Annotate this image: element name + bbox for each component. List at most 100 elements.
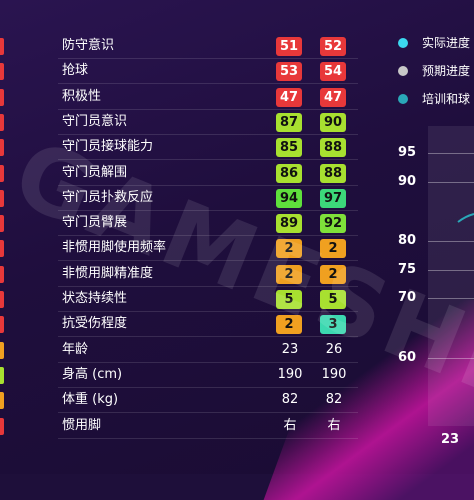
attribute-label: 状态持续性 [62, 291, 128, 306]
row-edge-indicator [0, 341, 4, 359]
potential-value-badge: 2 [320, 264, 346, 284]
gridline [428, 153, 474, 154]
potential-value-badge: 47 [320, 87, 346, 107]
potential-value-badge: 5 [320, 290, 346, 309]
attribute-row[interactable]: 守门员解围 86 88 [0, 161, 360, 185]
y-tick-label: 95 [398, 145, 417, 160]
current-value-badge: 85 [276, 138, 302, 158]
current-value-badge: 2 [276, 264, 302, 284]
y-tick-label: 80 [398, 233, 417, 248]
row-separator [58, 285, 358, 287]
row-edge-indicator [0, 291, 4, 308]
attribute-row[interactable]: 守门员接球能力 85 88 [0, 135, 360, 159]
current-value: 23 [281, 341, 299, 357]
info-label: 体重 (kg) [62, 392, 119, 408]
row-edge-indicator [0, 316, 4, 334]
potential-value: 190 [321, 366, 347, 382]
attribute-row[interactable]: 积极性 47 47 [0, 85, 360, 109]
info-row: 年龄 23 26 [0, 338, 360, 362]
gridline [428, 358, 474, 359]
potential-value-badge: 3 [320, 315, 346, 335]
row-edge-indicator [0, 88, 4, 106]
attribute-label: 守门员接球能力 [62, 139, 154, 155]
row-edge-indicator [0, 113, 4, 131]
row-separator [58, 260, 358, 262]
legend-item[interactable]: 实际进度 [398, 34, 474, 52]
info-label: 惯用脚 [62, 417, 102, 433]
gridline [428, 241, 474, 242]
legend-item[interactable]: 预期进度 [398, 62, 474, 80]
attribute-label: 抗受伤程度 [62, 316, 128, 332]
current-value-badge: 51 [276, 37, 302, 56]
legend-dot-icon [398, 38, 408, 48]
y-tick-label: 90 [398, 174, 417, 189]
row-edge-indicator [0, 366, 4, 384]
current-value-badge: 2 [276, 315, 302, 335]
potential-value-badge: 54 [320, 62, 346, 82]
row-edge-indicator [0, 164, 4, 182]
current-value-badge: 53 [276, 62, 302, 82]
info-label: 年龄 [62, 341, 89, 357]
potential-value-badge: 88 [320, 138, 346, 158]
attribute-row[interactable]: 非惯用脚使用频率 2 2 [0, 236, 360, 260]
row-edge-indicator [0, 38, 4, 55]
info-row: 身高 (cm) 190 190 [0, 363, 360, 387]
potential-value-badge: 52 [320, 37, 346, 56]
attribute-label: 守门员扑救反应 [62, 189, 154, 205]
potential-value-badge: 88 [320, 163, 346, 183]
attribute-label: 守门员臂展 [62, 215, 128, 231]
row-separator [58, 58, 358, 59]
attribute-label: 抢球 [62, 63, 89, 79]
y-tick-label: 60 [398, 350, 417, 365]
row-edge-indicator [0, 189, 4, 207]
row-edge-indicator [0, 392, 4, 410]
attribute-label: 守门员解围 [62, 164, 128, 180]
potential-value: 右 [327, 417, 341, 433]
row-separator [58, 184, 358, 186]
current-value-badge: 86 [276, 163, 302, 183]
row-separator [58, 235, 358, 237]
attribute-label: 防守意识 [62, 38, 115, 53]
current-value-badge: 5 [276, 290, 302, 309]
row-edge-indicator [0, 265, 4, 283]
row-separator [58, 412, 358, 414]
potential-value-badge: 2 [320, 239, 346, 259]
info-row: 惯用脚 右 右 [0, 414, 360, 438]
current-value-badge: 94 [276, 188, 302, 208]
potential-value-badge: 97 [320, 188, 346, 208]
current-value-badge: 2 [276, 239, 302, 259]
attribute-label: 非惯用脚使用频率 [62, 240, 167, 256]
attribute-row[interactable]: 守门员臂展 89 92 [0, 211, 360, 235]
current-value-badge: 87 [276, 112, 302, 132]
legend-item[interactable]: 培训和球 [398, 90, 474, 108]
row-separator [58, 133, 358, 135]
current-value-badge: 89 [276, 214, 302, 234]
attribute-row[interactable]: 状态持续性 5 5 [0, 287, 360, 311]
legend-label: 培训和球 [422, 92, 471, 106]
attribute-row[interactable]: 防守意识 51 52 [0, 34, 360, 58]
info-row: 体重 (kg) 82 82 [0, 388, 360, 412]
row-edge-indicator [0, 417, 4, 435]
attribute-row[interactable]: 抗受伤程度 2 3 [0, 312, 360, 336]
attribute-row[interactable]: 非惯用脚精准度 2 2 [0, 262, 360, 286]
row-separator [58, 361, 358, 363]
row-edge-indicator [0, 240, 4, 258]
current-value: 190 [277, 366, 303, 382]
potential-value-badge: 90 [320, 112, 346, 132]
legend-dot-icon [398, 94, 408, 104]
attribute-row[interactable]: 抢球 53 54 [0, 59, 360, 83]
progress-chart-panel [428, 126, 474, 426]
legend-label: 实际进度 [422, 36, 471, 50]
legend-dot-icon [398, 66, 408, 76]
row-separator [58, 386, 358, 388]
attribute-row[interactable]: 守门员意识 87 90 [0, 110, 360, 134]
gridline [428, 270, 474, 271]
current-value-badge: 47 [276, 87, 302, 107]
row-separator [58, 311, 358, 312]
row-separator [58, 159, 358, 161]
attribute-row[interactable]: 守门员扑救反应 94 97 [0, 186, 360, 210]
potential-value: 26 [325, 341, 343, 357]
y-tick-label: 70 [398, 290, 417, 305]
current-value: 82 [281, 392, 299, 408]
row-separator [58, 437, 358, 439]
